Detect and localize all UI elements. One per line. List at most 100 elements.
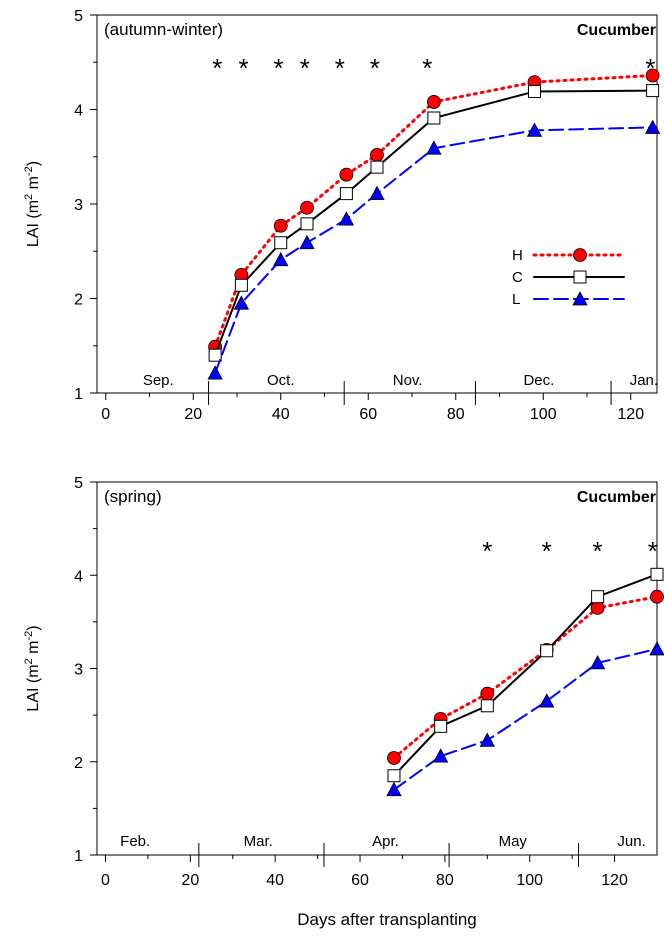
y-tick-label: 4 (74, 568, 83, 585)
y-tick-label: 4 (74, 103, 83, 120)
crop-label: Cucumber (577, 489, 656, 506)
marker-triangle (479, 732, 495, 747)
plot-frame (96, 481, 658, 856)
significance-marker: * (645, 53, 655, 83)
marker-square (480, 699, 494, 713)
marker-square (300, 217, 314, 231)
marker-circle (480, 686, 495, 701)
marker-triangle (207, 365, 223, 380)
x-tick-label: 60 (359, 406, 377, 423)
marker-circle (650, 589, 664, 604)
series-line-L (214, 126, 654, 375)
marker-square (650, 567, 664, 581)
month-label: Apr. (372, 833, 399, 850)
x-tick-label: 0 (101, 872, 110, 889)
y-tick-label: 2 (74, 292, 83, 309)
month-label: Sep. (143, 372, 174, 389)
marker-triangle (432, 748, 449, 763)
significance-marker: * (482, 536, 492, 566)
season-label: (autumn-winter) (104, 20, 223, 39)
crop-label: Cucumber (577, 22, 656, 39)
series-line-C (392, 573, 658, 777)
x-tick-label: 80 (447, 406, 465, 423)
month-label: Nov. (393, 372, 423, 389)
x-tick-label: 80 (436, 872, 454, 889)
x-tick-label: 40 (266, 872, 284, 889)
legend-label: L (512, 291, 520, 308)
y-tick-label: 2 (74, 755, 83, 772)
marker-circle (645, 68, 660, 83)
marker-circle (387, 751, 401, 765)
series-line-L (392, 647, 658, 791)
marker-square (370, 160, 384, 174)
y-tick-label: 3 (74, 197, 83, 214)
marker-triangle (369, 185, 385, 201)
month-label: Mar. (244, 833, 273, 850)
significance-marker: * (212, 53, 222, 83)
marker-circle (273, 218, 288, 233)
legend-label: H (512, 247, 523, 264)
significance-marker: * (239, 53, 249, 83)
marker-triangle (589, 655, 606, 670)
marker-triangle (273, 251, 289, 267)
x-tick-label: 60 (351, 872, 369, 889)
marker-circle (426, 95, 441, 109)
significance-marker: * (648, 536, 658, 566)
significance-marker: * (370, 53, 380, 83)
significance-marker: * (542, 536, 552, 566)
significance-marker: * (593, 536, 603, 566)
significance-marker: * (300, 53, 310, 83)
marker-square (208, 348, 222, 362)
marker-circle (590, 600, 605, 615)
panel-autumn-winter: 1 2 3 4 5 0 20 40 60 80 100 120 Sep. Oct. Nov. Dec. Jan.… (23, 8, 661, 423)
month-label: Jun. (617, 833, 645, 850)
marker-triangle (233, 295, 250, 310)
y-axis-label: LAI (m2 m-2) (23, 161, 42, 247)
y-tick-label: 3 (74, 662, 83, 679)
marker-square (573, 270, 587, 284)
series-line-H (392, 595, 659, 760)
marker-circle (370, 147, 384, 162)
season-label: (spring) (104, 487, 162, 506)
x-tick-label: 0 (101, 406, 110, 423)
month-label: Oct. (267, 372, 295, 389)
significance-marker: * (274, 53, 284, 83)
marker-triangle (649, 641, 664, 656)
marker-triangle (426, 140, 442, 155)
x-tick-label: 100 (516, 872, 543, 889)
marker-square (646, 84, 660, 98)
marker-square (274, 236, 288, 250)
panel-spring: 1 2 3 4 5 0 20 40 60 80 100 120 Feb. Mar. Apr. May Jun. (… (23, 475, 664, 889)
x-tick-label: 20 (184, 406, 202, 423)
marker-triangle (299, 234, 315, 250)
marker-triangle (539, 693, 555, 708)
legend-label: C (512, 269, 523, 286)
x-axis-label: Days after transplanting (297, 910, 477, 929)
x-tick-label: 40 (272, 406, 290, 423)
y-tick-label: 1 (74, 386, 83, 403)
y-axis-label: LAI (m2 m-2) (23, 625, 42, 711)
marker-circle (573, 248, 587, 262)
marker-triangle (338, 211, 355, 226)
marker-square (234, 278, 248, 292)
marker-triangle (644, 119, 661, 134)
y-tick-label: 5 (74, 8, 83, 25)
y-tick-label: 1 (74, 848, 83, 865)
marker-square (387, 769, 401, 783)
x-tick-label: 20 (181, 872, 199, 889)
significance-marker: * (422, 53, 432, 83)
marker-square (528, 85, 541, 99)
y-tick-label: 5 (74, 475, 83, 492)
marker-square (434, 719, 448, 733)
month-label: Dec. (523, 372, 554, 389)
marker-square (427, 111, 441, 125)
marker-square (540, 644, 554, 658)
x-tick-label: 100 (530, 406, 557, 423)
marker-triangle (572, 291, 588, 306)
month-label: Feb. (120, 833, 150, 850)
marker-triangle (386, 781, 402, 797)
x-tick-label: 120 (601, 872, 628, 889)
significance-marker: * (335, 53, 345, 83)
marker-triangle (526, 122, 543, 137)
